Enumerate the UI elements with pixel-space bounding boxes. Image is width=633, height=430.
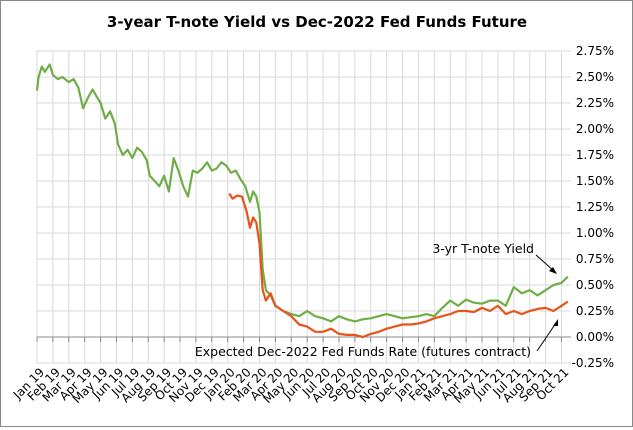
y-tick-label: 0.75% [576,252,614,266]
y-tick-label: 1.50% [576,174,614,188]
y-tick-label: 2.50% [576,70,614,84]
annotation-fedfunds: Expected Dec-2022 Fed Funds Rate (future… [195,344,531,359]
y-axis: 2.75% 2.50% 2.25% 2.00% 1.75% 1.50% 1.25% 1.00%… [572,44,614,370]
series-lines [35,63,569,339]
y-tick-label: 1.00% [576,226,614,240]
y-tick-label: 0.50% [576,278,614,292]
series-line-fed-funds-future [228,192,569,339]
y-tick-label: 0.25% [576,304,614,318]
annotation-tnote: 3-yr T-note Yield [432,241,534,256]
y-tick-label: 1.75% [576,148,614,162]
annotation-arrow-tnote [535,254,555,272]
annotations: 3-yr T-note Yield Expected Dec-2022 Fed … [195,241,558,359]
y-tick-label: 2.25% [576,96,614,110]
series-line-tnote-yield [35,63,569,323]
chart-title: 3-year T-note Yield vs Dec-2022 Fed Fund… [107,13,527,31]
y-tick-label: 0.00% [576,330,614,344]
annotation-arrow-fedfunds [536,322,557,352]
arrowhead-icon [553,319,558,326]
grid [36,50,571,364]
y-tick-label: 1.25% [576,200,614,214]
arrowhead-icon [549,267,557,274]
y-tick-label: -0.25% [572,356,614,370]
y-tick-label: 2.75% [576,44,614,58]
y-tick-label: 2.00% [576,122,614,136]
